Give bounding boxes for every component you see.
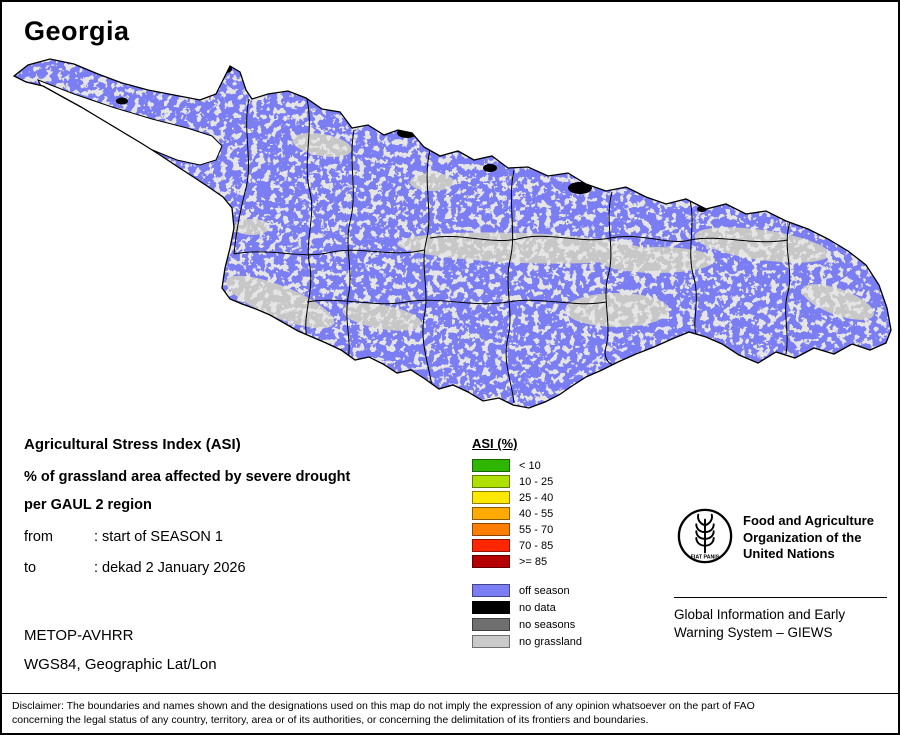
legend-label: >= 85	[519, 555, 548, 568]
legend-label: no seasons	[519, 618, 576, 631]
disclaimer-line-1: Disclaimer: The boundaries and names sho…	[12, 700, 755, 712]
legend-label: 25 - 40	[519, 491, 554, 504]
legend-swatch	[472, 507, 510, 520]
legend-label: 55 - 70	[519, 523, 554, 536]
period-to-label: to	[24, 560, 37, 576]
fao-logo-motto: FIAT PANIS	[691, 555, 720, 561]
disclaimer: Disclaimer: The boundaries and names sho…	[2, 693, 898, 733]
sensor-name: METOP-AVHRR	[24, 627, 134, 644]
legend-row: no data	[472, 601, 582, 614]
asi-subtitle-1: % of grassland area affected by severe d…	[24, 469, 351, 485]
legend-label: 10 - 25	[519, 475, 554, 488]
fao-org-name: Food and Agriculture Organization of the…	[743, 513, 874, 561]
legend-row: no seasons	[472, 618, 582, 631]
period-from-value: : start of SEASON 1	[94, 529, 223, 545]
legend-swatch	[472, 491, 510, 504]
legend-label: no data	[519, 601, 556, 614]
legend-row: no grassland	[472, 635, 582, 648]
legend-label: 40 - 55	[519, 507, 554, 520]
legend-swatch	[472, 618, 510, 631]
legend-status-group: off season no data no seasons no grassla…	[472, 584, 582, 648]
fao-divider	[674, 597, 887, 598]
legend-swatch	[472, 601, 510, 614]
fao-logo-icon: FIAT PANIS	[677, 508, 733, 564]
page-title: Georgia	[24, 16, 130, 46]
legend-row: 55 - 70	[472, 523, 582, 536]
disclaimer-line-2: concerning the legal status of any count…	[12, 714, 649, 726]
legend-label: 70 - 85	[519, 539, 554, 552]
period-from: from : start of SEASON 1	[24, 529, 223, 545]
period-to-value: : dekad 2 January 2026	[94, 560, 246, 576]
period-from-label: from	[24, 529, 53, 545]
legend-row: 70 - 85	[472, 539, 582, 552]
legend-row: off season	[472, 584, 582, 597]
legend-label: < 10	[519, 459, 541, 472]
country-border	[12, 58, 892, 409]
projection-info: WGS84, Geographic Lat/Lon	[24, 656, 217, 673]
legend-title: ASI (%)	[472, 436, 518, 451]
legend-row: 10 - 25	[472, 475, 582, 488]
legend-row: >= 85	[472, 555, 582, 568]
asi-subtitle-2: per GAUL 2 region	[24, 497, 152, 513]
legend-row: < 10	[472, 459, 582, 472]
georgia-asi-map	[12, 58, 892, 409]
legend-label: no grassland	[519, 635, 582, 648]
legend-label: off season	[519, 584, 570, 597]
period-to: to : dekad 2 January 2026	[24, 560, 246, 576]
legend-swatch	[472, 635, 510, 648]
legend: ASI (%) < 10 10 - 25 25 - 40 40 - 55 55 …	[472, 436, 582, 652]
region-boundaries	[233, 98, 791, 404]
giews-label: Global Information and Early Warning Sys…	[674, 607, 846, 640]
asi-heading: Agricultural Stress Index (ASI)	[24, 436, 241, 453]
legend-swatch	[472, 555, 510, 568]
legend-swatch	[472, 459, 510, 472]
country-area	[14, 59, 891, 408]
legend-row: 40 - 55	[472, 507, 582, 520]
legend-swatch	[472, 523, 510, 536]
legend-swatch	[472, 539, 510, 552]
legend-swatch	[472, 475, 510, 488]
legend-swatch	[472, 584, 510, 597]
legend-row: 25 - 40	[472, 491, 582, 504]
